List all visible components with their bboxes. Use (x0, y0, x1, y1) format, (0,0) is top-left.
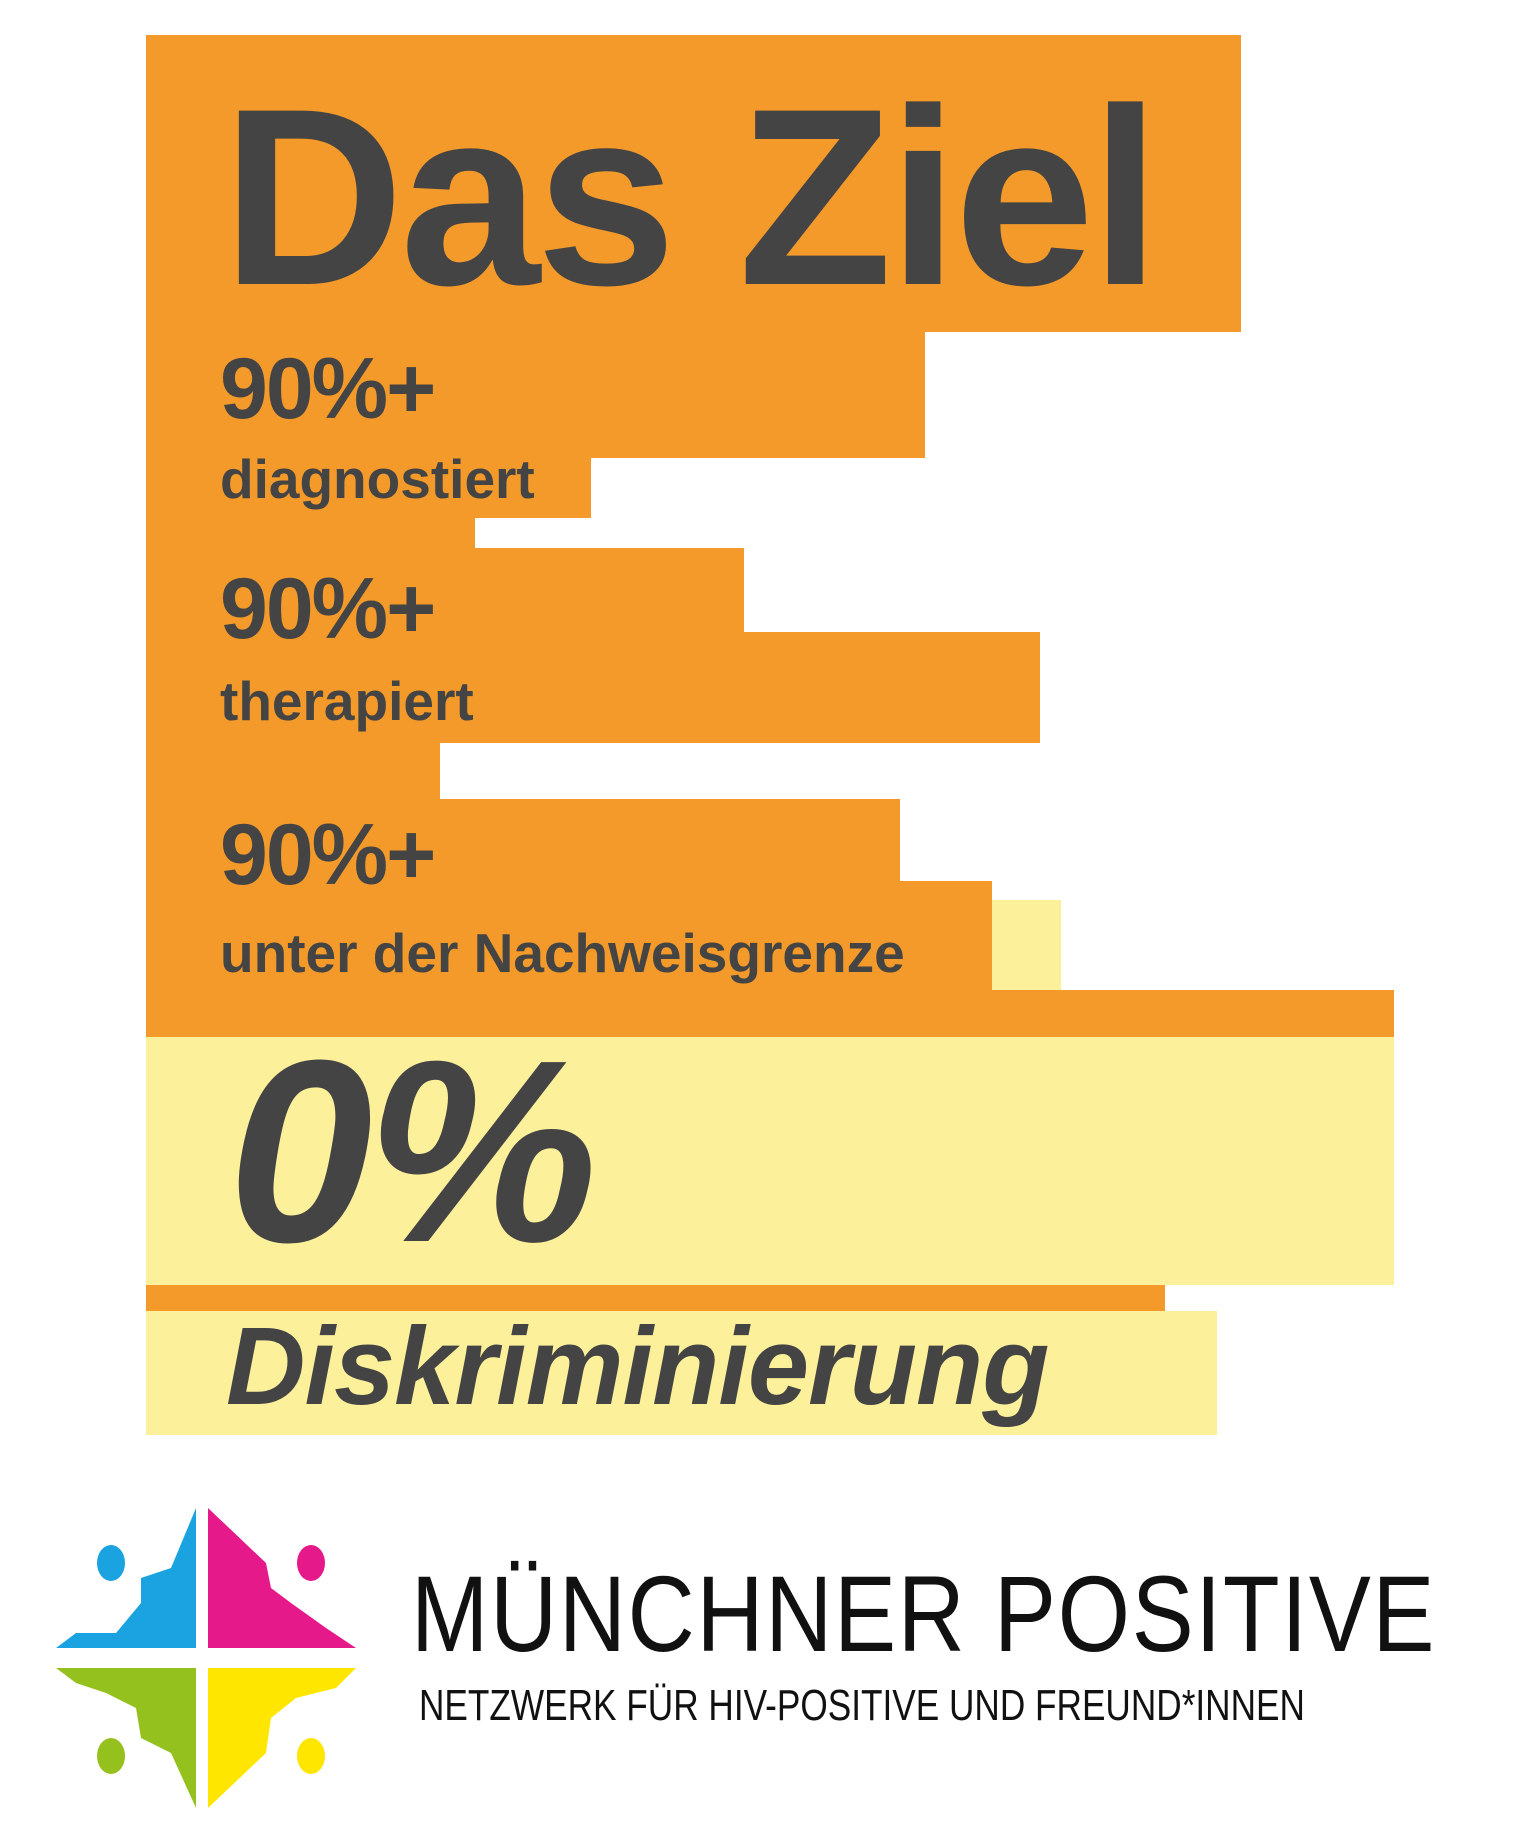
zero-block (146, 1037, 1394, 1285)
bar-block (146, 548, 744, 633)
organization-tagline: NETZWERK FÜR HIV-POSITIVE UND FREUND*INN… (419, 1681, 1305, 1730)
logo-petal-green-icon (56, 1668, 196, 1808)
bar-block (146, 990, 1394, 1038)
goal-label: unter der Nachweisgrenze (220, 922, 905, 984)
discrimination-block (146, 1311, 1217, 1435)
goal-label: diagnostiert (220, 448, 535, 510)
organization-name: MÜNCHNER POSITIVE (411, 1553, 1437, 1674)
goal-value: 90%+ (220, 341, 436, 437)
discrimination-label: Diskriminierung (226, 1305, 1049, 1428)
bar-block (146, 517, 475, 549)
goal-value: 90%+ (220, 807, 436, 903)
bar-block (146, 799, 900, 882)
highlight-patch (992, 900, 1061, 990)
discrimination-value: 0% (228, 1007, 598, 1297)
goal-label: therapiert (220, 670, 474, 732)
logo-petal-blue-icon (56, 1508, 196, 1648)
muenchner-positive-logo-icon (56, 1508, 356, 1808)
title-block (146, 35, 1241, 332)
bar-block (146, 881, 992, 991)
bar-block (146, 457, 591, 518)
bar-block (146, 632, 1040, 743)
logo-petal-yellow-icon (208, 1668, 356, 1808)
bar-block (146, 742, 440, 800)
logo-petal-magenta-icon (208, 1508, 356, 1648)
goal-value: 90%+ (220, 561, 436, 657)
bar-block (146, 331, 925, 458)
bar-block (146, 1285, 1165, 1312)
page-title: Das Ziel (222, 57, 1160, 338)
